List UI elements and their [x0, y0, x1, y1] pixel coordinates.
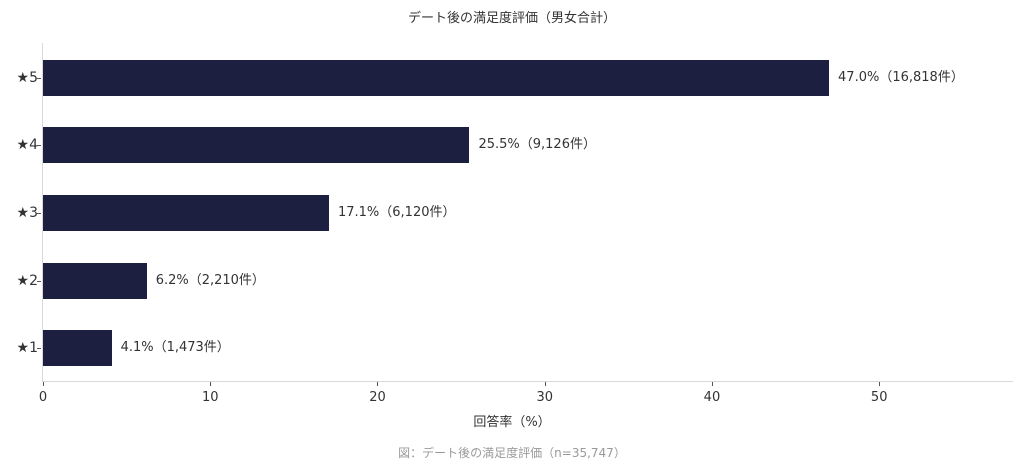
bar [43, 263, 147, 299]
y-tick-label: ★4 [16, 137, 38, 153]
bar-data-label: 25.5%（9,126件） [478, 137, 596, 152]
x-axis-line [42, 381, 1013, 382]
bar [43, 330, 112, 366]
x-tick-mark [210, 382, 212, 386]
figure-caption: 図：デート後の満足度評価（n=35,747） [398, 446, 626, 460]
x-tick-label: 0 [38, 390, 48, 405]
y-tick-mark [37, 78, 41, 79]
y-axis-line [42, 43, 43, 382]
bar [43, 60, 830, 96]
y-tick-mark [37, 213, 41, 214]
bar-data-label: 17.1%（6,120件） [337, 205, 456, 220]
x-tick-mark [377, 382, 379, 386]
bar-data-label: 6.2%（2,210件） [155, 273, 265, 288]
x-tick-label: 30 [536, 390, 553, 405]
bar [43, 195, 329, 231]
x-tick-mark [544, 382, 546, 386]
x-tick-mark [43, 382, 44, 386]
x-axis-label: 回答率（%） [473, 415, 551, 430]
x-tick-label: 20 [369, 390, 386, 405]
y-tick-label: ★3 [16, 205, 38, 221]
x-tick-mark [879, 382, 881, 386]
x-tick-label: 10 [201, 390, 219, 405]
x-tick-label: 40 [703, 390, 721, 405]
bar [43, 127, 470, 163]
bar-data-label: 47.0%（16,818件） [838, 70, 964, 85]
y-tick-mark [37, 348, 41, 349]
y-tick-label: ★1 [16, 340, 38, 356]
y-tick-label: ★5 [16, 70, 38, 86]
bar-data-label: 4.1%（1,473件） [120, 340, 230, 355]
y-tick-mark [37, 145, 41, 146]
chart-title: デート後の満足度評価（男女合計） [407, 11, 616, 26]
x-tick-label: 50 [870, 390, 888, 405]
y-tick-label: ★2 [16, 273, 38, 289]
x-tick-mark [711, 382, 713, 386]
y-tick-mark [37, 281, 41, 282]
